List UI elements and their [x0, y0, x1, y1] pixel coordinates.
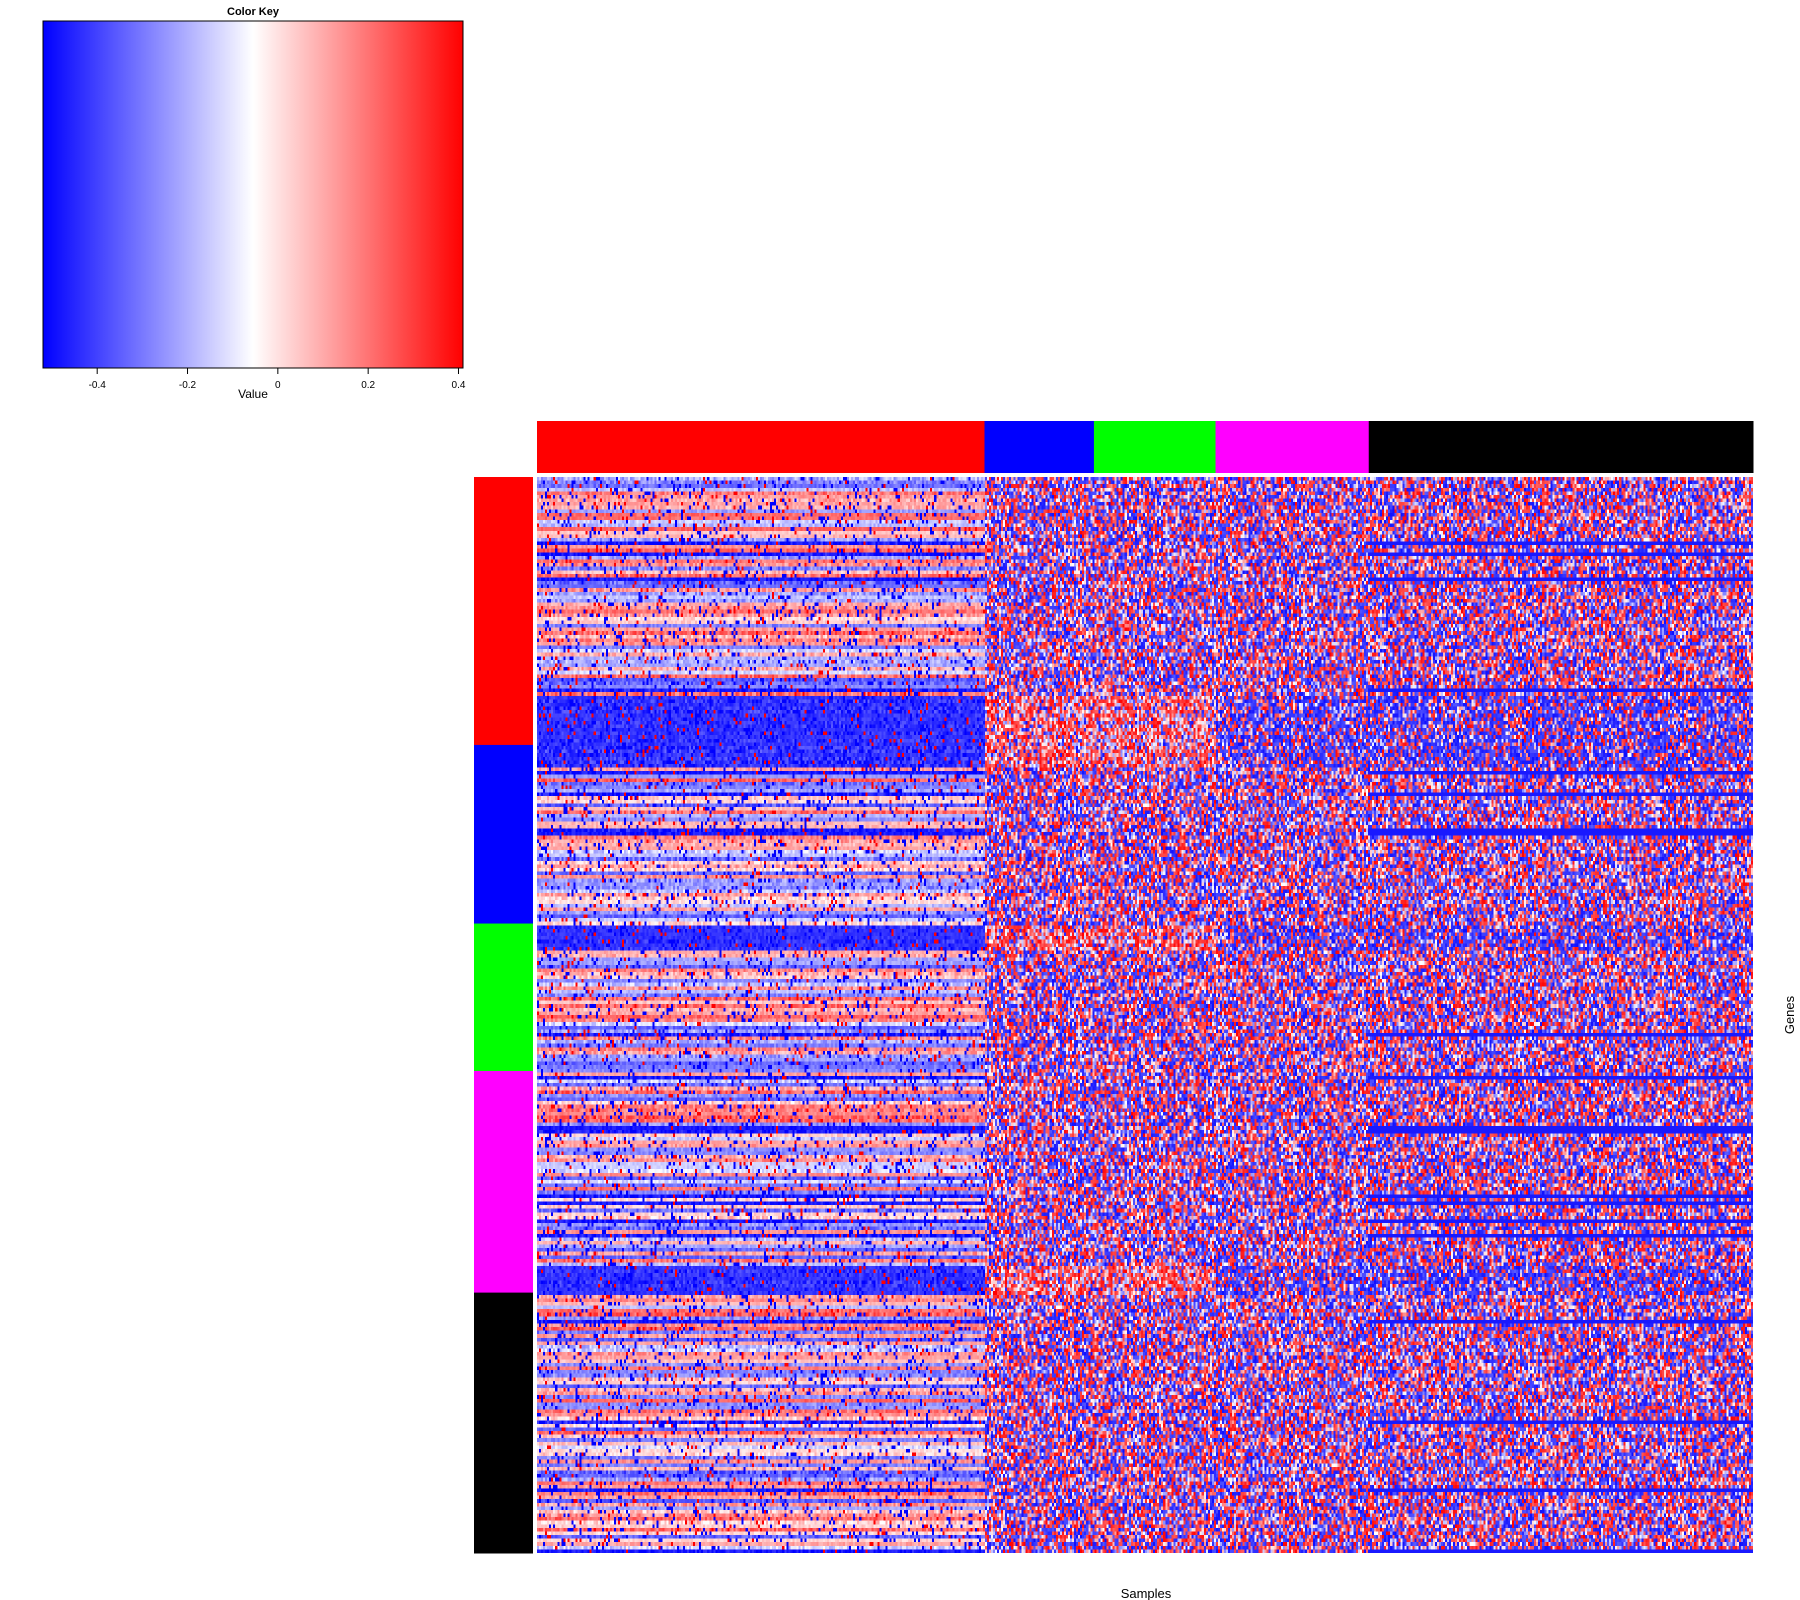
row-group-bar — [474, 477, 533, 1554]
x-axis-label: Samples — [1121, 1586, 1172, 1600]
row-group-2 — [474, 744, 533, 925]
column-group-1 — [537, 421, 985, 473]
heatmap-cells — [537, 477, 1753, 1553]
color-key-xlabel: Value — [238, 387, 268, 401]
column-group-3 — [1093, 421, 1217, 473]
row-group-1 — [474, 477, 533, 746]
column-group-4 — [1215, 421, 1370, 473]
color-key-tick-label: 0.2 — [361, 380, 375, 391]
column-group-2 — [984, 421, 1095, 473]
column-group-5 — [1368, 421, 1754, 473]
y-axis-label: Genes — [1782, 995, 1797, 1034]
color-key-tick-label: -0.4 — [89, 380, 107, 391]
color-key-gradient — [42, 20, 464, 369]
color-key-tick-label: 0.4 — [452, 380, 466, 391]
row-group-5 — [474, 1292, 533, 1554]
row-group-4 — [474, 1070, 533, 1294]
row-group-3 — [474, 923, 533, 1072]
heatmap-body — [537, 477, 1753, 1553]
color-key-title: Color Key — [227, 6, 280, 18]
color-key-ticks: -0.4 -0.2 0 0.2 0.4 — [89, 368, 466, 391]
color-key-tick-label: 0 — [275, 380, 281, 391]
color-key-tick-label: -0.2 — [179, 380, 197, 391]
column-group-bar — [537, 421, 1754, 473]
color-key: Color Key -0.4 -0.2 0 0.2 0.4 Value — [42, 6, 466, 401]
